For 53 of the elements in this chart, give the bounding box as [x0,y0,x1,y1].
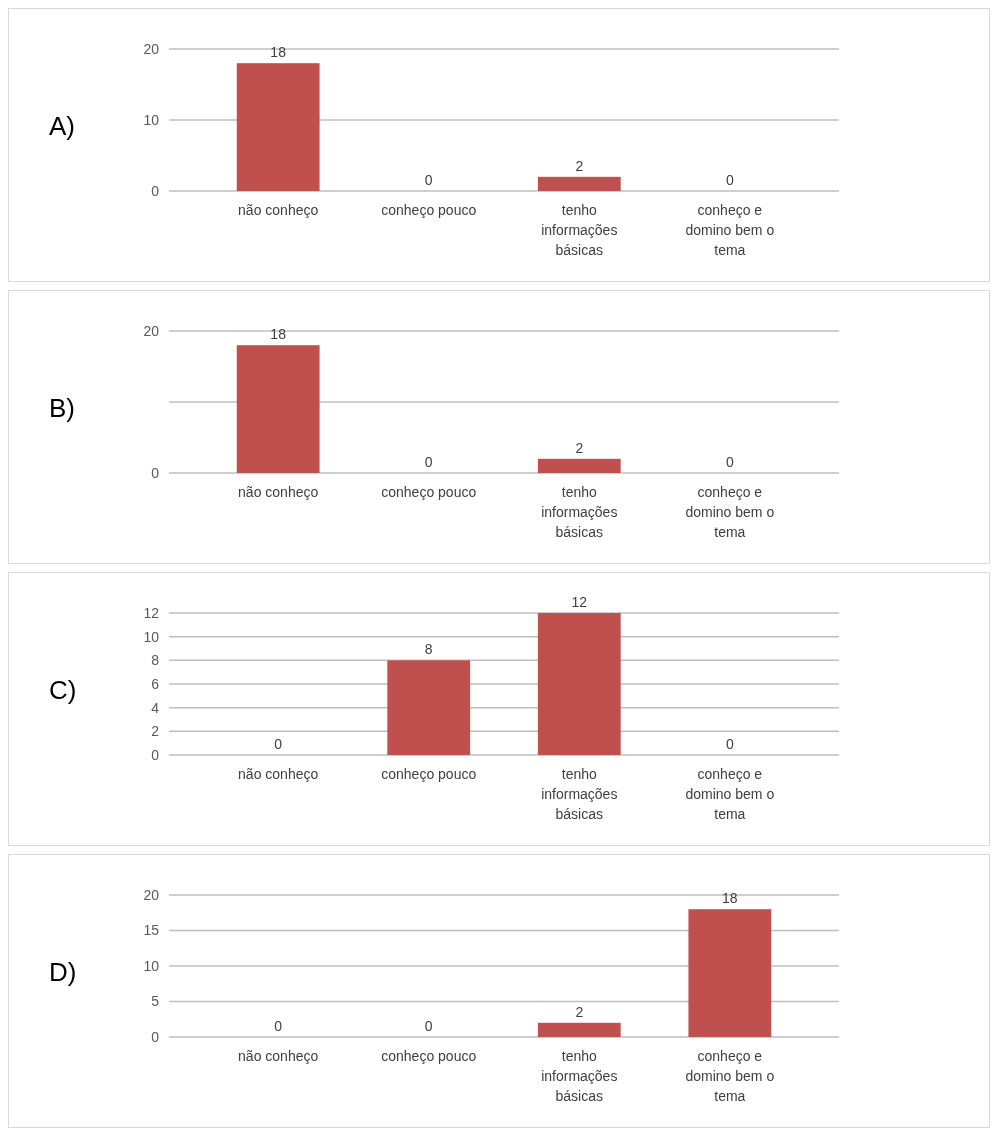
y-tick-label: 0 [151,182,160,199]
y-tick-label: 10 [143,957,160,974]
y-tick-label: 5 [151,993,160,1010]
text: B) [49,393,75,423]
x-tick-label: conheço pouco [381,202,477,218]
x-tick-label: tenho informações básicas [541,484,618,540]
x-tick-label: conheço pouco [381,484,477,500]
y-tick-label: 2 [151,723,160,740]
x-tick-label: conheço e domino bem o tema [685,484,775,540]
data-label: 0 [725,736,734,752]
x-tick-label: conheço e domino bem o tema [685,1048,775,1104]
y-tick-label: 8 [151,652,160,669]
data-label: 18 [270,326,287,343]
x-tick-label: não conheço [238,766,319,782]
x-tick-label: tenho informações básicas [541,766,618,822]
x-tick-label: não conheço [238,484,319,500]
text: C) [49,675,77,705]
data-label: 0 [274,1018,283,1034]
y-tick-label: 20 [143,322,160,339]
y-tick-label: 20 [143,886,160,903]
y-tick-label: 0 [151,464,160,481]
data-label: 0 [424,172,433,188]
y-tick-label: 10 [143,111,160,128]
data-label: 18 [270,44,287,61]
x-tick-label: conheço pouco [381,766,477,782]
x-tick-label: tenho informações básicas [541,1048,618,1104]
data-label: 0 [424,454,433,470]
x-tick-label: conheço e domino bem o tema [685,202,775,258]
data-label: 12 [571,594,588,610]
y-tick-label: 6 [151,675,160,692]
y-tick-label: 10 [143,628,160,645]
y-tick-label: 15 [143,922,160,939]
x-tick-label: conheço pouco [381,1048,477,1064]
y-tick-label: 12 [143,604,160,621]
x-tick-label: conheço e domino bem o tema [685,766,775,822]
data-label: 2 [575,439,584,456]
y-tick-label: 20 [143,40,160,57]
data-label: 2 [575,157,584,174]
y-tick-label: 0 [151,1028,160,1045]
y-tick-label: 4 [151,699,160,716]
text: D) [49,957,77,987]
y-tick-label: 0 [151,746,160,763]
x-tick-label: não conheço [238,202,319,218]
x-tick-label: tenho informações básicas [541,202,618,258]
data-label: 0 [725,454,734,470]
data-label: 0 [274,736,283,752]
data-label: 0 [725,172,734,188]
data-label: 8 [424,641,433,658]
data-label: 18 [722,890,738,907]
text: A) [49,111,75,141]
x-tick-label: não conheço [238,1048,319,1064]
data-label: 2 [575,1003,584,1020]
data-label: 0 [424,1018,433,1034]
